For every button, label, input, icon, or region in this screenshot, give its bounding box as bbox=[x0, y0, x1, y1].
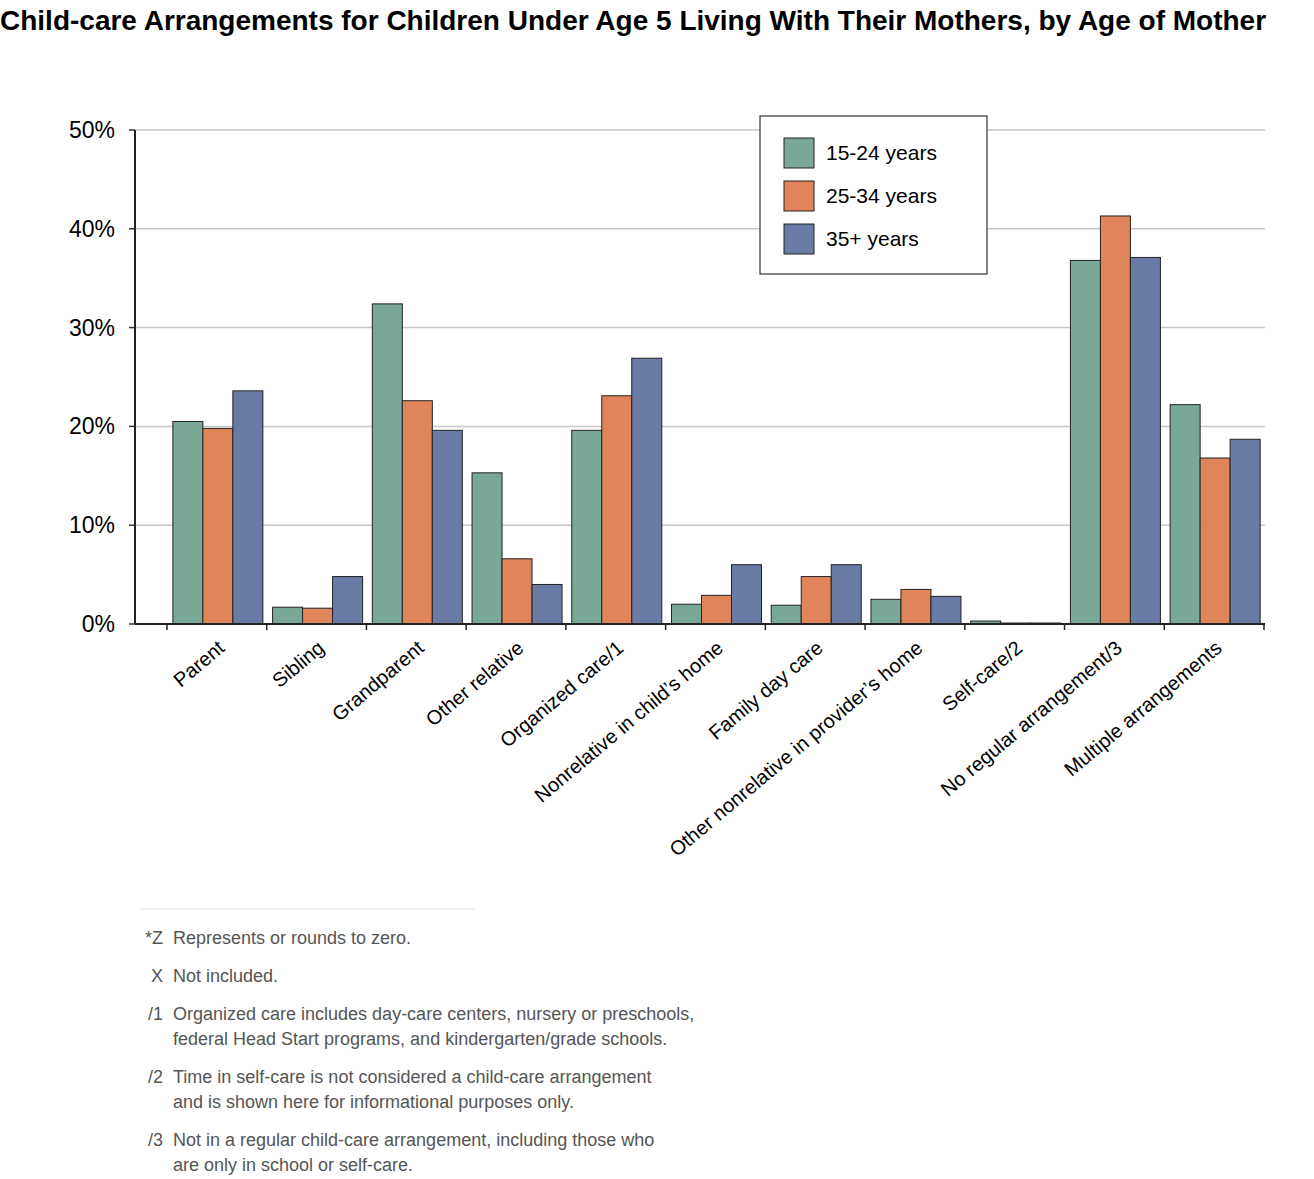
title: Child-care Arrangements for Children Und… bbox=[0, 5, 1266, 36]
x-tick-label: Other relative bbox=[422, 636, 528, 730]
note-text: Organized care includes day-care centers… bbox=[173, 1004, 694, 1024]
note-text: Not included. bbox=[173, 966, 278, 986]
bar bbox=[233, 391, 263, 624]
x-tick bbox=[565, 624, 567, 630]
x-tick-label: Multiple arrangements bbox=[1060, 636, 1226, 780]
note-text: and is shown here for informational purp… bbox=[173, 1092, 574, 1112]
bar bbox=[672, 604, 702, 624]
bar bbox=[732, 565, 762, 624]
bar bbox=[801, 577, 831, 624]
note-text: are only in school or self-care. bbox=[173, 1155, 413, 1175]
x-tick bbox=[266, 624, 268, 630]
x-tick-label: Parent bbox=[169, 636, 229, 691]
bar bbox=[372, 304, 402, 624]
x-tick-label: Grandparent bbox=[328, 636, 429, 725]
note-symbol: *Z bbox=[145, 928, 163, 948]
title-line: Child-care Arrangements for Children Und… bbox=[0, 5, 1266, 36]
x-tick bbox=[765, 624, 767, 630]
x-tick-label: Nonrelative in child’s home bbox=[530, 636, 727, 806]
bar bbox=[1100, 216, 1130, 624]
bar bbox=[632, 358, 662, 624]
bar bbox=[901, 589, 931, 624]
note-text: Time in self-care is not considered a ch… bbox=[173, 1067, 652, 1087]
notes-rule bbox=[140, 909, 475, 910]
bar bbox=[173, 421, 203, 624]
legend-swatch bbox=[784, 138, 814, 168]
bar bbox=[602, 396, 632, 624]
note-text: federal Head Start programs, and kinderg… bbox=[173, 1029, 667, 1049]
x-tick bbox=[1064, 624, 1066, 630]
y-tick-label: 40% bbox=[69, 216, 115, 242]
y-tick-label: 20% bbox=[69, 413, 115, 439]
legend-swatch bbox=[784, 224, 814, 254]
x-tick bbox=[166, 624, 168, 630]
x-tick-label: Sibling bbox=[268, 636, 328, 691]
y-tick-label: 50% bbox=[69, 117, 115, 143]
bar bbox=[303, 608, 333, 624]
note-symbol: /2 bbox=[148, 1067, 163, 1087]
note-symbol: /1 bbox=[148, 1004, 163, 1024]
bar bbox=[1230, 439, 1260, 624]
bar bbox=[702, 595, 732, 624]
bar bbox=[572, 430, 602, 624]
x-tick bbox=[1164, 624, 1166, 630]
grid-line bbox=[135, 228, 1265, 230]
legend bbox=[760, 116, 987, 274]
note-text: Represents or rounds to zero. bbox=[173, 928, 411, 948]
bar bbox=[333, 577, 363, 624]
bars bbox=[173, 216, 1260, 624]
bar bbox=[432, 430, 462, 624]
bar bbox=[931, 596, 961, 624]
bar bbox=[871, 599, 901, 624]
bar bbox=[831, 565, 861, 624]
bar bbox=[1200, 458, 1230, 624]
bar bbox=[1130, 257, 1160, 624]
grid-line bbox=[135, 129, 1265, 131]
x-tick-label: Other nonrelative in provider’s home bbox=[665, 636, 926, 860]
bar bbox=[771, 605, 801, 624]
bar bbox=[1170, 405, 1200, 624]
y-tick-label: 0% bbox=[82, 611, 115, 637]
grid-line bbox=[135, 623, 1265, 625]
note-symbol: /3 bbox=[148, 1130, 163, 1150]
note-text: Not in a regular child-care arrangement,… bbox=[173, 1130, 654, 1150]
x-axis bbox=[135, 623, 1265, 625]
y-tick-label: 30% bbox=[69, 315, 115, 341]
x-tick bbox=[964, 624, 966, 630]
y-tick-label: 10% bbox=[69, 512, 115, 538]
legend-label: 35+ years bbox=[826, 227, 919, 250]
note-symbol: X bbox=[151, 966, 163, 986]
y-axis bbox=[134, 130, 136, 624]
bar bbox=[532, 584, 562, 624]
x-tick bbox=[864, 624, 866, 630]
x-tick bbox=[665, 624, 667, 630]
x-tick bbox=[366, 624, 368, 630]
x-tick-label: No regular arrangement/3 bbox=[936, 636, 1126, 800]
x-tick-label: Self-care/2 bbox=[938, 636, 1026, 715]
x-tick bbox=[465, 624, 467, 630]
bar bbox=[273, 607, 303, 624]
bar bbox=[1070, 260, 1100, 624]
bar bbox=[472, 473, 502, 624]
bar bbox=[502, 559, 532, 624]
bar bbox=[203, 428, 233, 624]
legend-label: 15-24 years bbox=[826, 141, 937, 164]
chart: Child-care Arrangements for Children Und… bbox=[0, 0, 1314, 1179]
legend-swatch bbox=[784, 181, 814, 211]
bar bbox=[402, 401, 432, 624]
x-tick bbox=[1263, 624, 1265, 630]
legend-label: 25-34 years bbox=[826, 184, 937, 207]
